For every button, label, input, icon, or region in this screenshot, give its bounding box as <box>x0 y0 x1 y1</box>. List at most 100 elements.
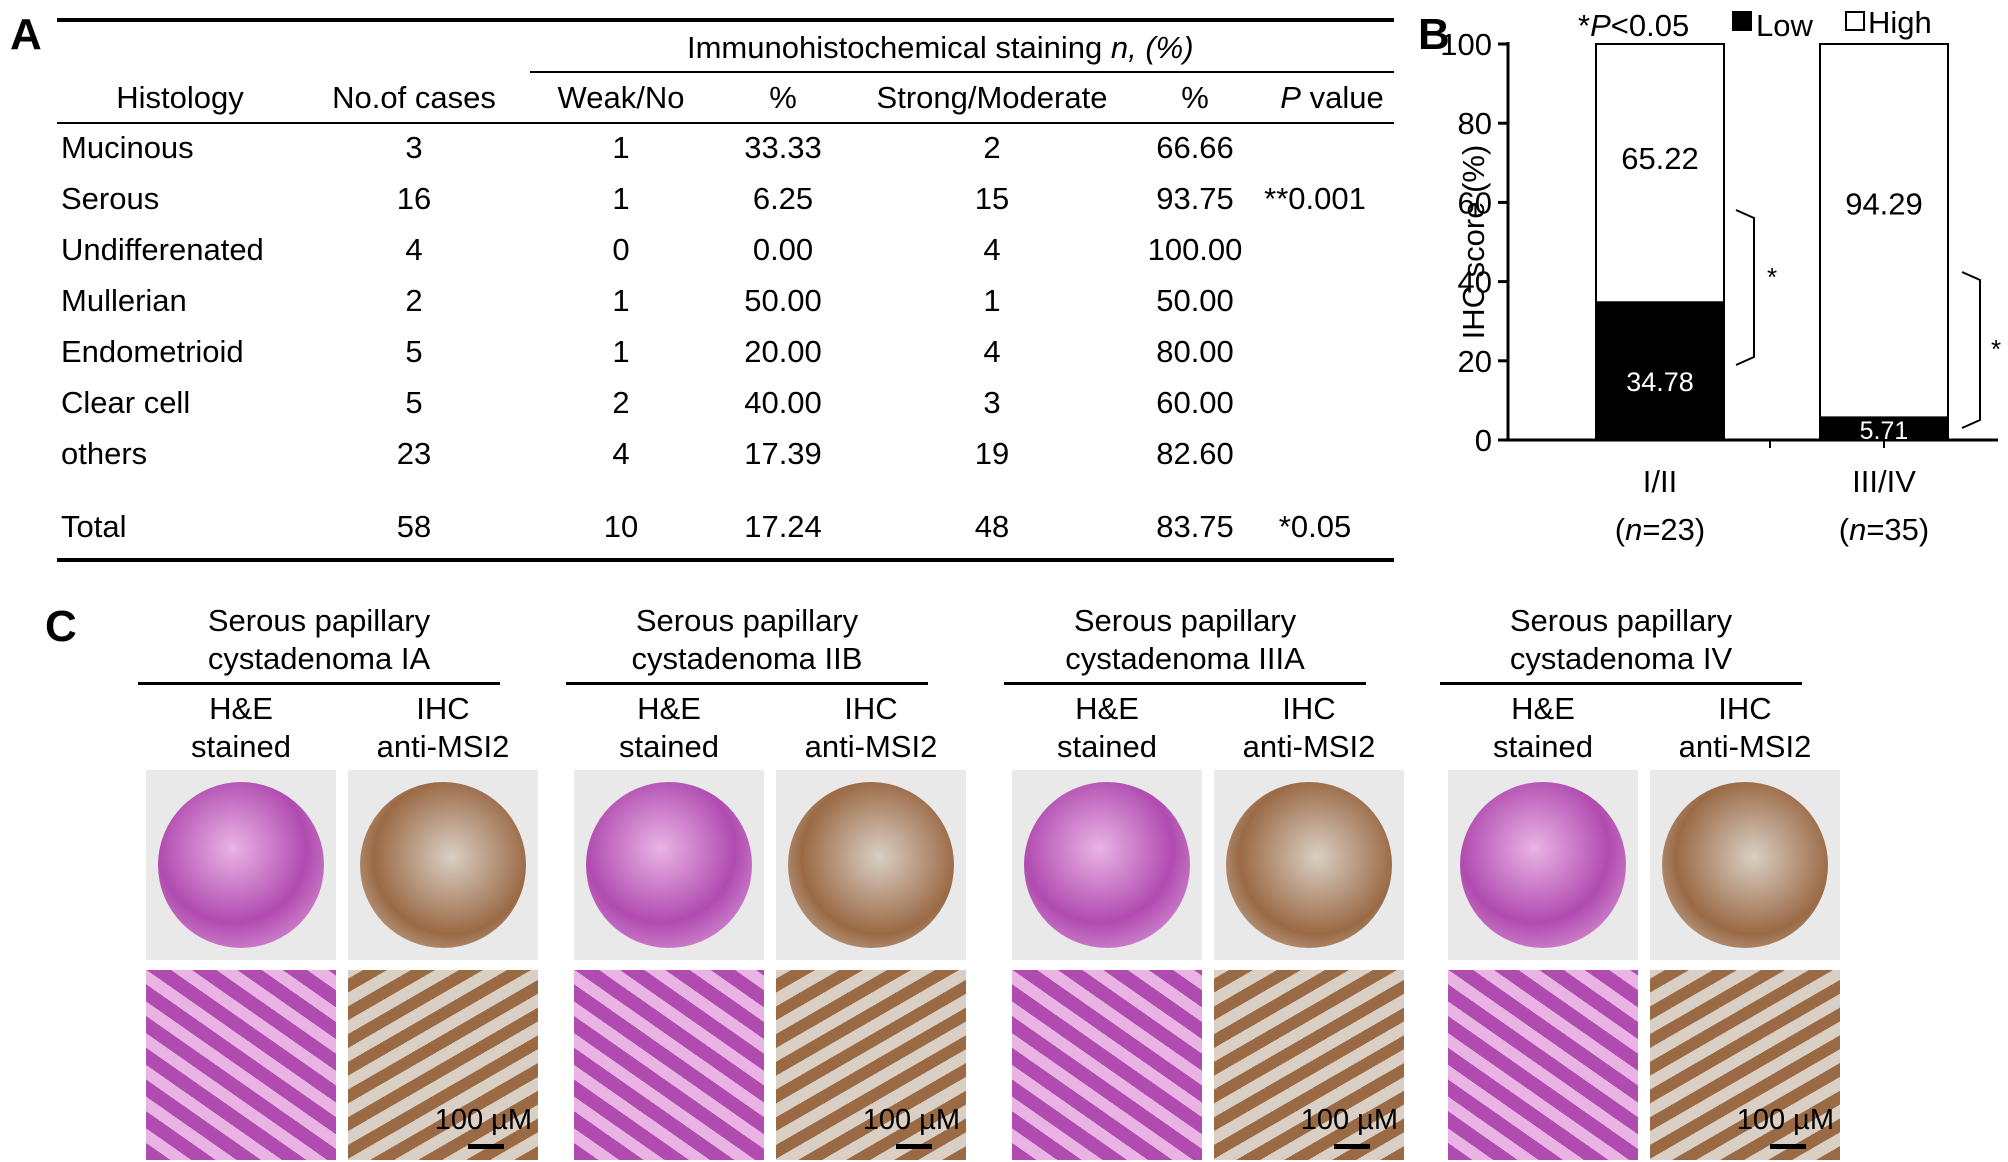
he-tissue-core <box>1024 782 1190 948</box>
panel-label-b: B <box>1418 10 1450 59</box>
he-magnified-image <box>146 970 336 1160</box>
col-header-weak: Weak/No <box>557 80 685 115</box>
cell-cases: 23 <box>396 436 432 471</box>
cell-weak: 1 <box>612 130 630 165</box>
table-bottom-rule <box>57 558 1394 562</box>
group-rule <box>1004 682 1366 685</box>
he-core-image <box>1448 770 1638 960</box>
group-header-text: Immunohistochemical staining <box>687 30 1111 65</box>
cell-histology: Undifferenated <box>61 232 264 267</box>
ihc-core-image <box>1214 770 1404 960</box>
cell-weak: 2 <box>612 385 630 420</box>
cell-strong: 1 <box>983 283 1001 318</box>
he-magnified-image <box>1012 970 1202 1160</box>
cell-cases: 5 <box>405 385 423 420</box>
significance-bracket <box>1735 209 1755 366</box>
cell-strong: 19 <box>974 436 1010 471</box>
y-tick-label: 60 <box>1458 185 1492 220</box>
ihc-label-line2: anti-MSI2 <box>1678 729 1812 764</box>
x-tick-n-label: (n=23) <box>1615 512 1706 547</box>
bar-low <box>1595 301 1725 442</box>
he-label-line2: stained <box>191 729 291 764</box>
ihc-tissue-core <box>788 782 954 948</box>
significance-star: * <box>1767 262 1777 292</box>
ihc-magnified-image: 100 µM <box>348 970 538 1160</box>
scale-bar <box>1334 1144 1370 1149</box>
scale-bar <box>1770 1144 1806 1149</box>
he-label-line2: stained <box>1493 729 1593 764</box>
legend-swatch-high <box>1845 11 1865 31</box>
cell-weak-pct: 0.00 <box>752 232 814 267</box>
cell-histology: others <box>61 436 148 471</box>
ihc-score-chart: 0 20 40 60 80 100 IHC score (%) 65.22 34.78 I/II (… <box>1440 5 2001 547</box>
col-header-weak-pct: % <box>769 80 797 115</box>
group-title-line2: cystadenoma IIIA <box>1065 641 1305 676</box>
group-header-rule <box>530 71 1394 73</box>
col-header-strong: Strong/Moderate <box>876 80 1108 115</box>
y-tick-label: 40 <box>1458 265 1492 300</box>
cell-cases: 3 <box>405 130 423 165</box>
ihc-magnified-image: 100 µM <box>1214 970 1404 1160</box>
group-rule <box>138 682 500 685</box>
group-title-line1: Serous papillary <box>1509 603 1733 638</box>
ihc-label-line2: anti-MSI2 <box>804 729 938 764</box>
table-top-rule <box>57 18 1394 22</box>
cell-weak-pct: 6.25 <box>752 181 814 216</box>
ihc-label-line2: anti-MSI2 <box>1242 729 1376 764</box>
cell-strong: 2 <box>983 130 1001 165</box>
cell-strong-pct: 80.00 <box>1156 334 1234 369</box>
legend-swatch-low <box>1732 11 1752 31</box>
pvalue-italic: P <box>1280 80 1301 115</box>
group-title-line1: Serous papillary <box>207 603 431 638</box>
he-label-line2: stained <box>619 729 719 764</box>
cell-weak-pct: 20.00 <box>744 334 822 369</box>
significance-bracket <box>1961 271 1981 429</box>
legend-label-high: High <box>1868 5 1932 40</box>
ihc-label-line1: IHC <box>416 691 470 726</box>
bar-high <box>1595 43 1725 304</box>
cell-cases: 5 <box>405 334 423 369</box>
pvalue-rest: value <box>1300 80 1384 115</box>
he-magnified-image <box>1448 970 1638 1160</box>
y-tick-label: 20 <box>1458 344 1492 379</box>
he-tissue-core <box>158 782 324 948</box>
cell-weak-pct: 17.39 <box>744 436 822 471</box>
cell-weak: 1 <box>612 283 630 318</box>
y-tick-label: 0 <box>1475 423 1492 458</box>
cell-strong-pct: 60.00 <box>1156 385 1234 420</box>
cell-strong-pct: 66.66 <box>1156 130 1234 165</box>
he-magnified-image <box>574 970 764 1160</box>
ihc-label-line1: IHC <box>1282 691 1336 726</box>
cell-weak: 1 <box>612 181 630 216</box>
histology-table: Immunohistochemical staining n, (%) Hist… <box>57 18 1394 564</box>
cell-pvalue: *0.05 <box>1278 509 1352 544</box>
cell-strong-pct: 82.60 <box>1156 436 1234 471</box>
value-label-high: 65.22 <box>1621 141 1699 176</box>
value-label-high: 94.29 <box>1845 187 1923 222</box>
panel-label-a: A <box>10 10 42 59</box>
cell-strong: 48 <box>974 509 1010 544</box>
scale-bar <box>896 1144 932 1149</box>
cell-weak: 1 <box>612 334 630 369</box>
col-header-pvalue: P value <box>1280 80 1383 116</box>
group-rule <box>566 682 928 685</box>
y-axis-label: IHC score (%) <box>1456 145 1491 340</box>
he-core-image <box>146 770 336 960</box>
col-header-strong-pct: % <box>1181 80 1209 115</box>
scale-bar-label: 100 µM <box>1300 1104 1398 1136</box>
ihc-tissue-core <box>1226 782 1392 948</box>
panel-label-c: C <box>45 602 77 651</box>
he-tissue-core <box>586 782 752 948</box>
cell-weak: 10 <box>603 509 639 544</box>
he-label-line1: H&E <box>1075 691 1139 726</box>
ihc-core-image <box>1650 770 1840 960</box>
ihc-tissue-core <box>1662 782 1828 948</box>
he-tissue-core <box>1460 782 1626 948</box>
ihc-label-line2: anti-MSI2 <box>376 729 510 764</box>
cell-weak-pct: 17.24 <box>744 509 822 544</box>
cell-histology: Serous <box>61 181 160 216</box>
significance-star: * <box>1991 334 2001 364</box>
cell-cases: 16 <box>396 181 432 216</box>
cell-histology: Clear cell <box>61 385 191 420</box>
legend-label-low: Low <box>1756 8 1813 43</box>
